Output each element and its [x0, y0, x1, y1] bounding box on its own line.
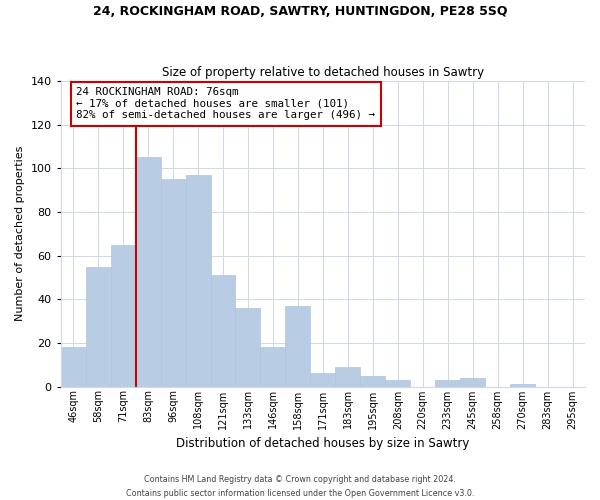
- Bar: [235, 308, 260, 386]
- Bar: [211, 275, 235, 386]
- Text: Contains HM Land Registry data © Crown copyright and database right 2024.
Contai: Contains HM Land Registry data © Crown c…: [126, 476, 474, 498]
- Bar: [110, 244, 136, 386]
- Bar: [510, 384, 535, 386]
- Bar: [260, 347, 286, 387]
- Bar: [185, 175, 211, 386]
- Bar: [310, 374, 335, 386]
- Bar: [136, 158, 161, 386]
- Text: 24 ROCKINGHAM ROAD: 76sqm
← 17% of detached houses are smaller (101)
82% of semi: 24 ROCKINGHAM ROAD: 76sqm ← 17% of detac…: [76, 87, 376, 120]
- Y-axis label: Number of detached properties: Number of detached properties: [15, 146, 25, 322]
- Bar: [335, 367, 361, 386]
- Bar: [385, 380, 410, 386]
- Bar: [161, 179, 185, 386]
- Bar: [286, 306, 310, 386]
- Bar: [435, 380, 460, 386]
- Bar: [361, 376, 385, 386]
- Text: 24, ROCKINGHAM ROAD, SAWTRY, HUNTINGDON, PE28 5SQ: 24, ROCKINGHAM ROAD, SAWTRY, HUNTINGDON,…: [93, 5, 507, 18]
- Bar: [86, 266, 110, 386]
- Bar: [460, 378, 485, 386]
- X-axis label: Distribution of detached houses by size in Sawtry: Distribution of detached houses by size …: [176, 437, 470, 450]
- Bar: [61, 347, 86, 387]
- Title: Size of property relative to detached houses in Sawtry: Size of property relative to detached ho…: [162, 66, 484, 78]
